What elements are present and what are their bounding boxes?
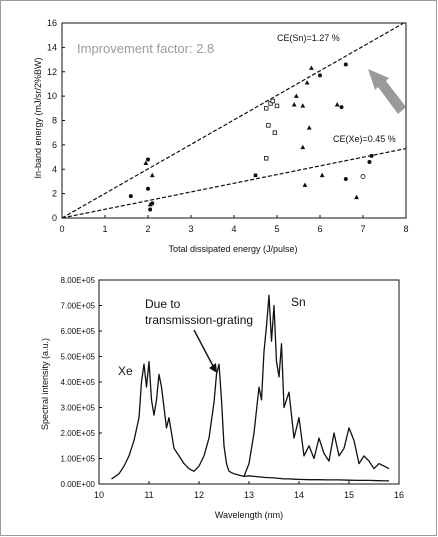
x-tick-label: 7 — [360, 224, 365, 234]
x-tick-label: 6 — [317, 224, 322, 234]
y-tick-label: 6 — [52, 140, 57, 150]
spectrum-x-axis-label: Wavelength (nm) — [215, 510, 283, 520]
data-point — [270, 98, 275, 104]
data-point — [146, 157, 150, 162]
data-point — [293, 93, 299, 98]
x-tick-label: 4 — [231, 224, 236, 234]
y-tick-label: 5.00E+05 — [61, 353, 96, 362]
x-tick-label: 15 — [344, 490, 354, 500]
data-point — [264, 156, 269, 161]
data-point — [272, 130, 278, 135]
x-tick-label: 10 — [94, 490, 104, 500]
y-tick-label: 4 — [52, 164, 57, 174]
data-point — [302, 182, 308, 187]
y-tick-label: 3.00E+05 — [61, 404, 96, 413]
data-point — [291, 102, 297, 107]
series-label-sn: Sn — [291, 295, 306, 309]
y-tick-label: 8 — [52, 116, 57, 126]
y-tick-label: 6.00E+05 — [61, 327, 96, 336]
y-tick-label: 16 — [47, 18, 57, 28]
x-tick-label: 16 — [394, 490, 404, 500]
data-point — [300, 103, 306, 108]
x-tick-label: 3 — [188, 224, 193, 234]
y-tick-label: 10 — [47, 91, 57, 101]
data-point — [253, 173, 258, 178]
data-point — [306, 125, 312, 130]
y-tick-label: 0 — [52, 213, 57, 223]
data-point — [264, 106, 269, 111]
data-point — [266, 123, 271, 128]
grating-note-line1: Due to — [145, 297, 181, 311]
data-point — [274, 103, 280, 109]
y-tick-label: 0.00E+00 — [61, 480, 96, 489]
spectrum-y-axis-label: Spectral intensity (a.u.) — [40, 338, 50, 430]
x-axis-label: Total dissipated energy (J/pulse) — [168, 244, 297, 254]
grating-note-line2: transmission-grating — [145, 313, 253, 327]
x-tick-label: 13 — [244, 490, 254, 500]
ce-xe-label: CE(Xe)=0.45 % — [333, 134, 396, 144]
ce-sn-label: CE(Sn)=1.27 % — [277, 33, 340, 43]
series-line-xe — [111, 360, 390, 482]
ce-fit-line — [61, 21, 407, 219]
x-tick-label: 12 — [194, 490, 204, 500]
data-point — [367, 159, 372, 164]
series-line-sn — [243, 294, 390, 477]
y-tick-label: 12 — [47, 67, 57, 77]
data-point — [343, 177, 348, 181]
data-point — [304, 80, 310, 85]
y-tick-label: 4.00E+05 — [61, 378, 96, 387]
data-point — [146, 186, 150, 191]
data-point — [339, 105, 344, 110]
data-point — [143, 160, 149, 165]
x-tick-label: 8 — [403, 224, 408, 234]
improvement-factor-label: Improvement factor: 2.8 — [77, 41, 214, 56]
data-point — [334, 102, 340, 107]
data-point — [369, 153, 374, 158]
data-point — [343, 62, 348, 67]
data-point — [319, 172, 325, 178]
y-tick-label: 2 — [52, 189, 57, 199]
y-tick-label: 7.00E+05 — [61, 302, 96, 311]
data-point — [360, 174, 366, 179]
data-point — [149, 172, 155, 178]
scatter-chart: In-band energy (mJ/sr/2%BW) Total dissip… — [33, 18, 409, 254]
grating-arrow-icon — [193, 329, 217, 373]
data-point — [300, 144, 306, 150]
data-point — [147, 201, 153, 207]
data-point — [309, 65, 314, 70]
data-point — [318, 73, 322, 78]
ce-fit-line — [61, 147, 407, 219]
y-tick-label: 14 — [47, 42, 57, 52]
x-tick-label: 0 — [59, 224, 64, 234]
x-tick-label: 14 — [294, 490, 304, 500]
y-tick-label: 1.00E+05 — [61, 455, 96, 464]
x-tick-label: 2 — [145, 224, 150, 234]
trend-arrow-icon — [368, 69, 406, 114]
spectrum-plot-border — [98, 279, 400, 485]
y-tick-label: 8.00E+05 — [61, 276, 96, 285]
data-point — [128, 194, 133, 199]
y-axis-label: In-band energy (mJ/sr/2%BW) — [33, 57, 43, 178]
y-tick-label: 2.00E+05 — [61, 429, 96, 438]
series-label-xe: Xe — [118, 364, 133, 378]
data-point — [148, 207, 153, 212]
x-tick-label: 1 — [102, 224, 107, 234]
data-point — [354, 194, 359, 200]
x-tick-label: 11 — [144, 490, 153, 500]
x-tick-label: 5 — [274, 224, 279, 234]
